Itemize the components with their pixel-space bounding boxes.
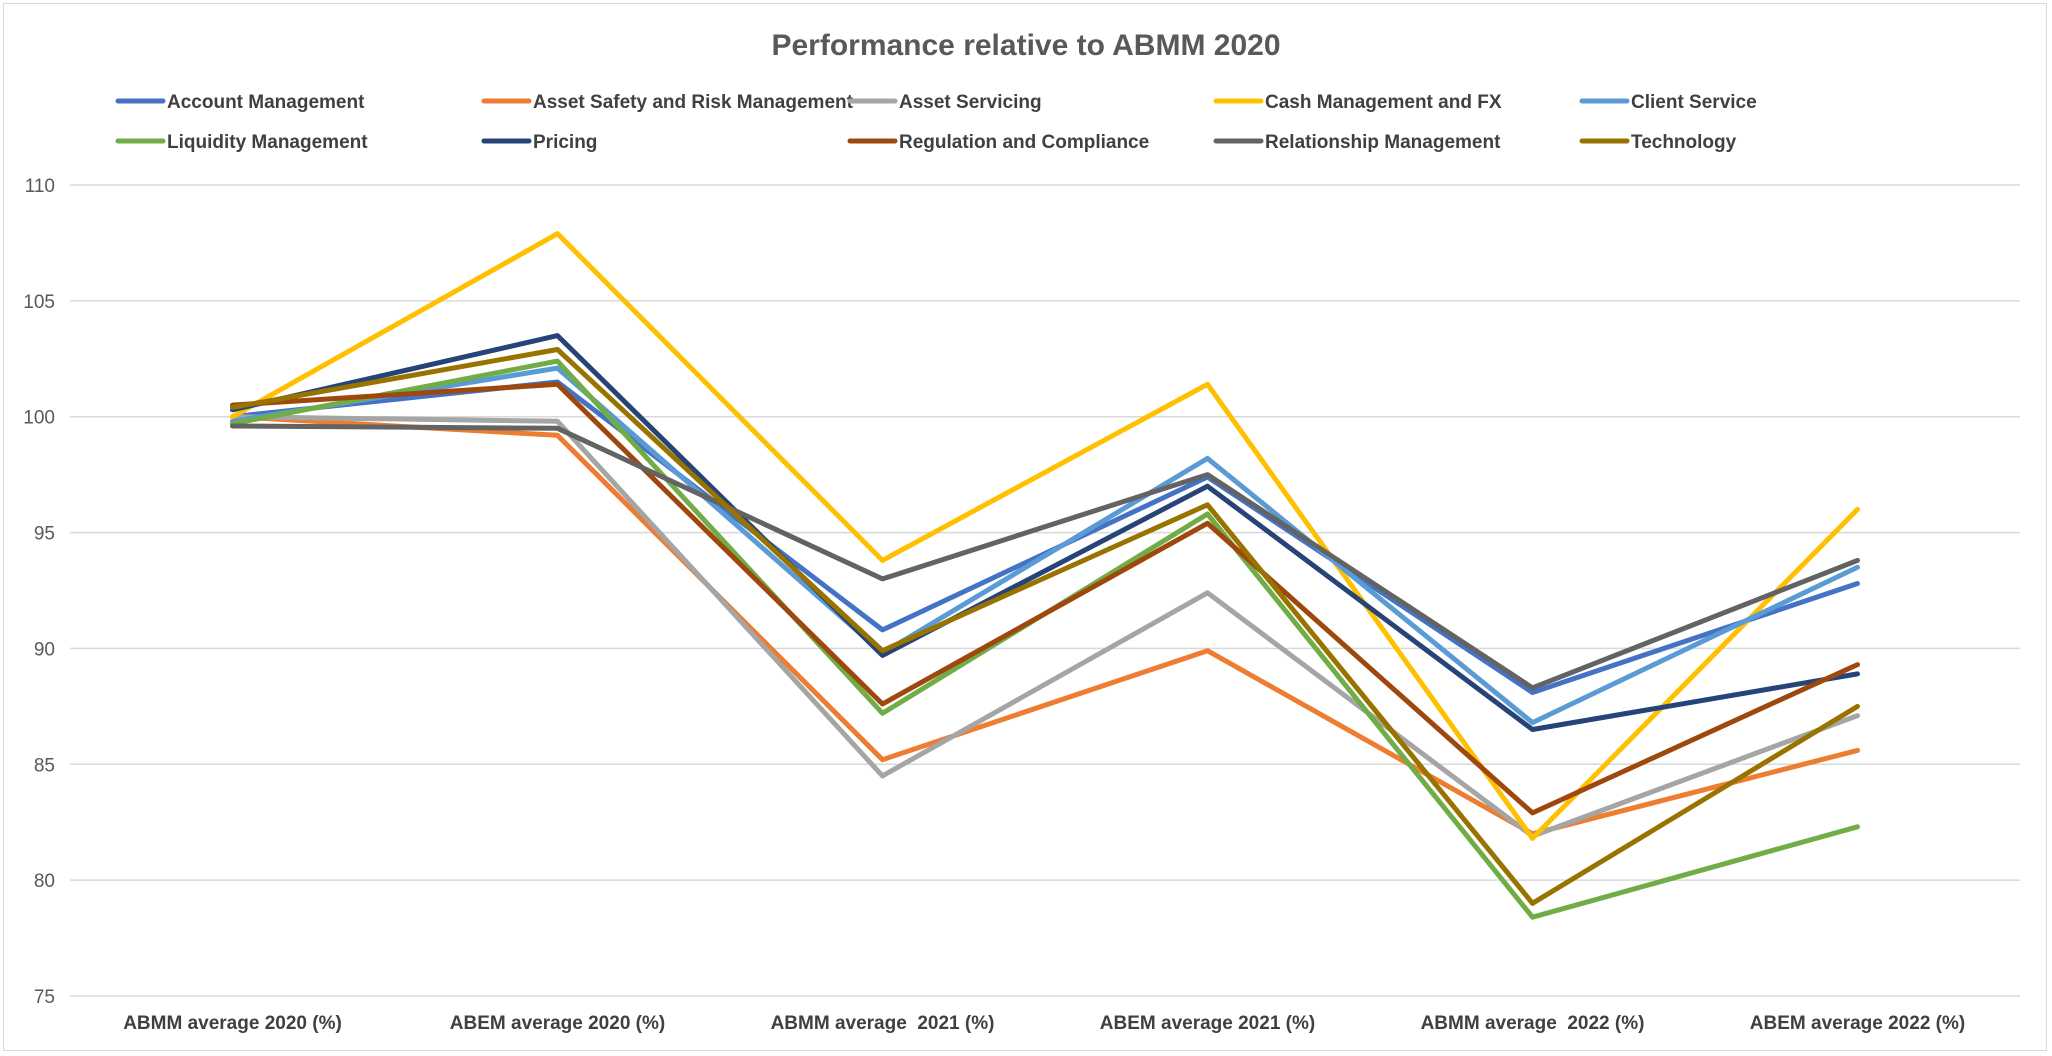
y-tick-label: 105 [23, 292, 55, 313]
series-lines [230, 231, 1860, 920]
legend-label: Asset Safety and Risk Management [533, 92, 854, 113]
legend-item: Liquidity Management [115, 132, 368, 153]
series-line-asset-safety-and-risk-management [230, 414, 1860, 837]
legend-label: Client Service [1631, 92, 1757, 113]
series-line-liquidity-management [230, 358, 1860, 920]
legend-item: Asset Safety and Risk Management [481, 92, 854, 113]
x-tick-label: ABMM average 2022 (%) [1421, 1013, 1645, 1034]
chart-title: Performance relative to ABMM 2020 [771, 29, 1280, 62]
series-line-cash-management-and-fx [230, 231, 1860, 841]
y-tick-label: 90 [34, 639, 55, 660]
chart-frame [3, 3, 2047, 1051]
legend-item: Cash Management and FX [1213, 92, 1502, 113]
legend-label: Account Management [167, 92, 365, 113]
legend-label: Pricing [533, 132, 597, 153]
legend-item: Technology [1579, 132, 1737, 153]
y-tick-label: 75 [34, 987, 55, 1008]
legend-label: Regulation and Compliance [899, 132, 1149, 153]
x-tick-label: ABEM average 2021 (%) [1100, 1013, 1315, 1034]
series-line-relationship-management [230, 423, 1860, 691]
legend-item: Asset Servicing [847, 92, 1042, 113]
y-tick-label: 95 [34, 524, 55, 545]
legend-label: Liquidity Management [167, 132, 368, 153]
y-tick-label: 80 [34, 871, 55, 892]
legend-label: Cash Management and FX [1265, 92, 1502, 113]
legend: Account Management Asset Safety and Risk … [115, 92, 1757, 153]
y-tick-label: 100 [23, 408, 55, 429]
legend-item: Regulation and Compliance [847, 132, 1149, 153]
legend-item: Account Management [115, 92, 365, 113]
series-line-client-service [230, 365, 1860, 726]
legend-label: Asset Servicing [899, 92, 1042, 113]
legend-label: Technology [1631, 132, 1737, 153]
x-tick-label: ABEM average 2020 (%) [450, 1013, 665, 1034]
series-line-asset-servicing [230, 414, 1860, 839]
y-tick-label: 85 [34, 755, 55, 776]
legend-item: Relationship Management [1213, 132, 1501, 153]
legend-label: Relationship Management [1265, 132, 1501, 153]
legend-item: Client Service [1579, 92, 1757, 113]
x-tick-label: ABMM average 2020 (%) [123, 1013, 342, 1034]
gridlines [70, 184, 2020, 997]
series-line-regulation-and-compliance [230, 381, 1860, 816]
y-tick-label: 110 [25, 176, 55, 197]
series-line-technology [230, 347, 1860, 906]
x-tick-label: ABMM average 2021 (%) [771, 1013, 995, 1034]
legend-item: Pricing [481, 132, 597, 153]
x-axis-ticks: ABMM average 2020 (%) ABEM average 2020 (… [123, 1013, 1965, 1034]
y-axis-ticks: 75 80 85 90 95 100 105 110 [23, 176, 55, 1008]
series-line-pricing [230, 333, 1860, 732]
x-tick-label: ABEM average 2022 (%) [1750, 1013, 1965, 1034]
